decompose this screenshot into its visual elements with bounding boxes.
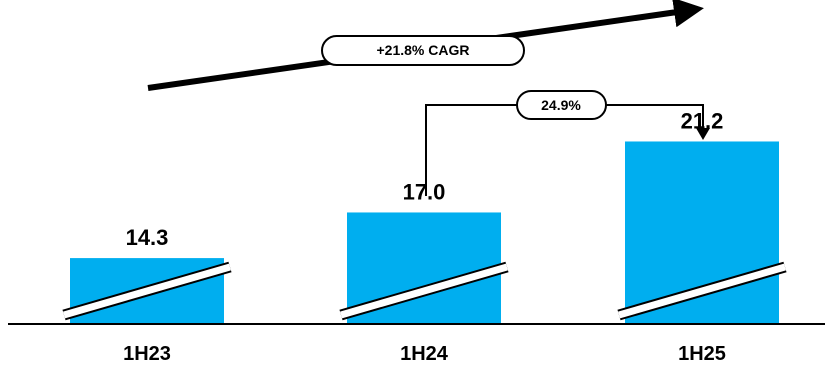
growth-pill: 24.9% [516, 90, 607, 120]
value-label: 21.2 [681, 108, 724, 133]
cagr-pill-shape [321, 35, 525, 66]
cagr-label: +21.8% CAGR [377, 42, 470, 58]
axis-break-mark [618, 263, 786, 319]
category-label: 1H24 [400, 343, 449, 365]
bars-layer: 14.3 1H23 17.0 1H24 21.2 1H25 [62, 108, 787, 365]
value-label: 14.3 [126, 225, 169, 250]
axis-break-mark [63, 263, 231, 319]
growth-bracket-arrowhead [696, 128, 710, 140]
category-label: 1H23 [123, 343, 171, 365]
axis-break-mark [340, 263, 508, 319]
value-label: 17.0 [403, 179, 446, 204]
growth-pill-shape [516, 90, 607, 120]
category-label: 1H25 [678, 343, 726, 365]
growth-label: 24.9% [541, 97, 581, 113]
cagr-pill: +21.8% CAGR [321, 35, 525, 66]
